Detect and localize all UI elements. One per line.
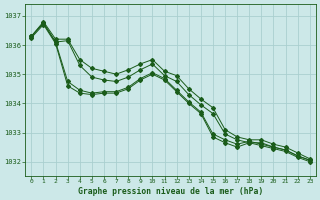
X-axis label: Graphe pression niveau de la mer (hPa): Graphe pression niveau de la mer (hPa) — [78, 187, 263, 196]
